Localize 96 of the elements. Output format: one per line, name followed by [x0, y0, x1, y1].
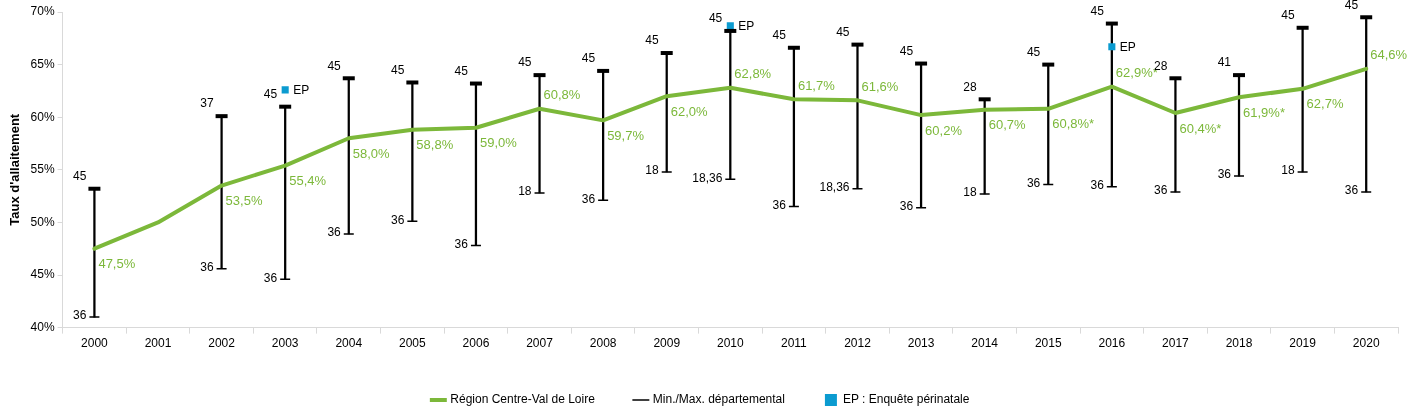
annotation: 45: [1344, 0, 1359, 12]
x-tick-label: 2003: [271, 336, 299, 351]
annotation: 36: [899, 198, 914, 213]
annotation: 45: [772, 28, 787, 43]
annotation: 36: [391, 212, 405, 227]
annotation: 45: [518, 55, 532, 70]
legend-label: EP : Enquête périnatale: [842, 392, 970, 407]
x-tick-label: 2016: [1098, 336, 1126, 351]
x-tick-label: 2018: [1225, 336, 1253, 351]
x-tick-label: 2019: [1289, 336, 1317, 351]
data-label: 61,6%: [861, 78, 899, 94]
data-label: 60,4%*: [1179, 120, 1222, 136]
x-tick-label: 2014: [971, 336, 999, 351]
data-label: 53,5%: [225, 193, 263, 209]
y-tick-label: 60%: [30, 109, 55, 124]
annotation: 28: [963, 79, 977, 94]
y-axis-title: Taux d'allaitement: [7, 113, 23, 226]
annotation: 18: [518, 184, 532, 199]
legend-label: Min./Max. départemental: [652, 392, 785, 407]
y-tick-label: 50%: [30, 214, 55, 229]
y-tick-label: 40%: [30, 319, 55, 334]
annotation: 36: [454, 236, 469, 251]
data-label: 47,5%: [98, 256, 136, 272]
legend-label: Région Centre-Val de Loire: [450, 392, 596, 407]
y-tick-label: 55%: [30, 162, 55, 177]
annotation: 45: [836, 24, 850, 39]
data-label: 64,6%: [1370, 47, 1408, 63]
annotation: 18: [1281, 163, 1295, 178]
annotation: 36: [581, 191, 596, 206]
data-label: 62,7%: [1306, 96, 1344, 112]
x-tick-label: 2000: [81, 336, 109, 351]
annotation: 36: [73, 308, 87, 323]
x-tick-label: 2009: [653, 336, 681, 351]
annotation: 36: [772, 197, 787, 212]
x-tick-label: 2013: [907, 336, 935, 351]
annotation: 45: [454, 63, 469, 78]
annotation: 45: [708, 11, 723, 26]
point: [281, 86, 289, 94]
x-tick-label: 2007: [526, 336, 554, 351]
annotation: 45: [391, 62, 405, 77]
annotation: 36: [1026, 175, 1041, 190]
annotation: 36: [1344, 183, 1359, 198]
x-tick-label: 2006: [462, 336, 490, 351]
annotation: 18: [645, 163, 660, 178]
annotation: 45: [1090, 3, 1105, 18]
x-tick-label: 2002: [208, 336, 236, 351]
annotation: 18,36: [692, 170, 723, 185]
data-label: 62,8%: [734, 66, 772, 82]
x-tick-label: 2015: [1034, 336, 1062, 351]
annotation: 45: [581, 51, 596, 66]
point: [1108, 43, 1116, 51]
data-label: 61,9%*: [1243, 104, 1285, 120]
x-tick-label: 2008: [589, 336, 617, 351]
x-tick-label: 2004: [335, 336, 363, 351]
x-tick-label: 2010: [716, 336, 744, 351]
annotation: 18: [963, 185, 977, 200]
y-tick-label: 70%: [30, 4, 55, 19]
data-label: EP: [738, 18, 755, 33]
annotation: 45: [263, 86, 278, 101]
data-label: 58,8%: [416, 137, 454, 153]
x-tick-label: 2012: [844, 336, 872, 351]
annotation: 41: [1217, 55, 1232, 70]
annotation: 36: [200, 260, 214, 274]
annotation: 36: [1154, 183, 1168, 198]
y-tick-label: 65%: [30, 56, 55, 71]
x-tick-label: 2017: [1162, 336, 1190, 351]
annotation: 45: [1026, 44, 1041, 59]
annotation: 45: [899, 43, 914, 58]
y-tick-label: 45%: [30, 267, 55, 282]
data-label: 60,8%: [543, 87, 581, 103]
x-tick-label: 2001: [144, 336, 172, 351]
data-label: EP: [1119, 40, 1136, 55]
annotation: 45: [327, 58, 342, 73]
x-tick-label: 2020: [1352, 336, 1380, 351]
data-label: 62,0%: [670, 103, 709, 119]
data-label: 58,0%: [352, 145, 391, 161]
data-label: 61,7%: [797, 77, 836, 93]
data-label: 59,7%: [607, 127, 645, 143]
data-label: 55,4%: [289, 173, 327, 189]
data-label: 60,8%*: [1052, 116, 1095, 132]
data-label: 59,0%: [479, 135, 518, 151]
annotation: 45: [73, 169, 87, 184]
data-label: EP: [293, 83, 310, 98]
data-label: 60,7%: [988, 117, 1026, 133]
point: [726, 22, 734, 30]
annotation: 36: [263, 270, 278, 285]
annotation: 36: [1217, 167, 1232, 182]
annotation: 36: [327, 225, 342, 240]
annotation: 18,36: [819, 180, 850, 195]
annotation: 36: [1090, 177, 1105, 192]
x-tick-label: 2011: [780, 336, 808, 351]
x-tick-label: 2005: [399, 336, 427, 351]
annotation: 45: [645, 33, 660, 48]
data-label: 60,2%: [925, 122, 963, 138]
annotation: 37: [200, 96, 214, 111]
annotation: 45: [1281, 8, 1295, 23]
